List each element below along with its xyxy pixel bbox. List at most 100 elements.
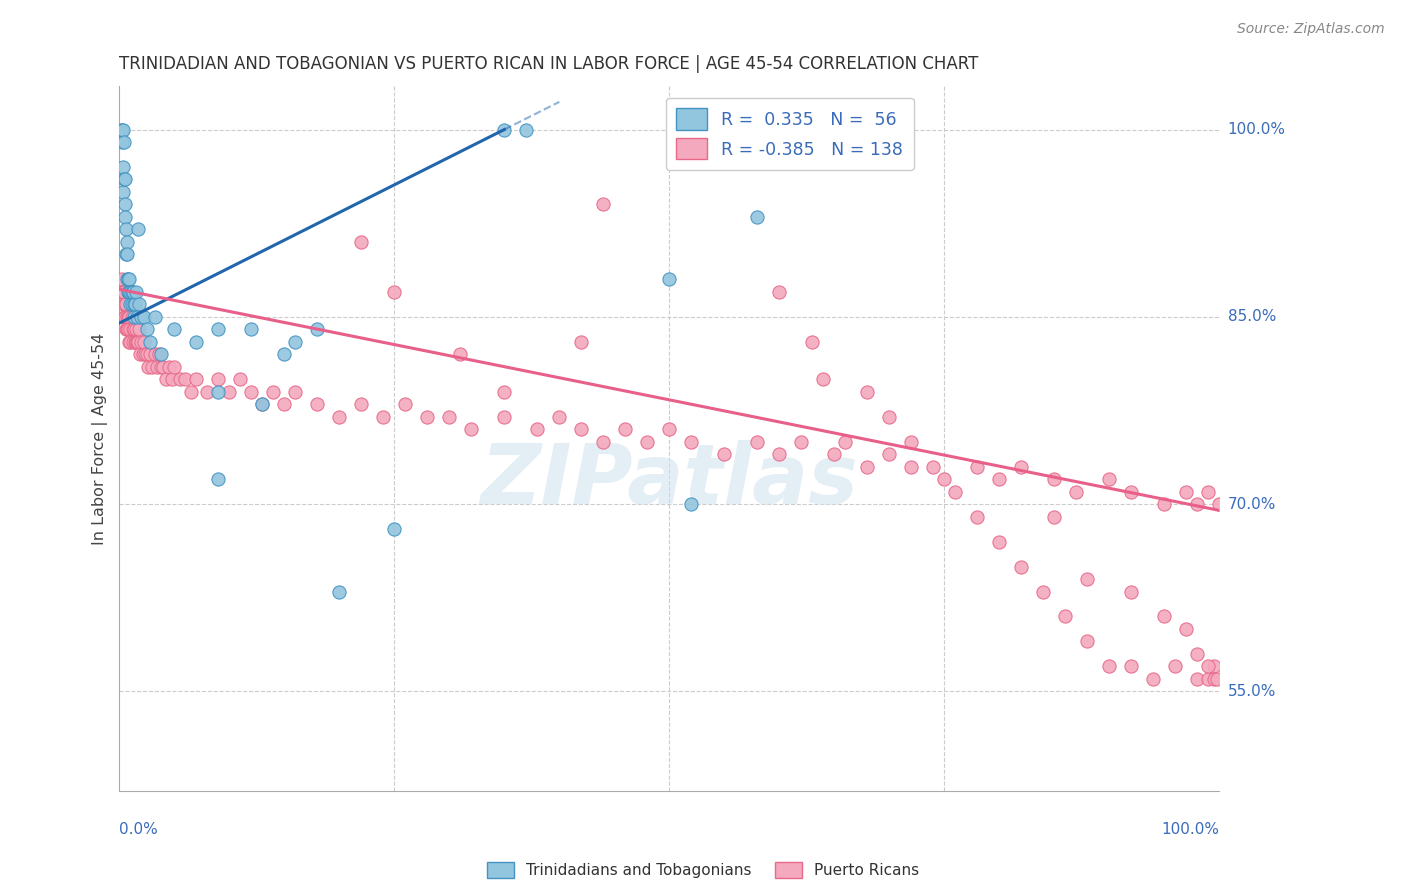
Point xyxy=(1142,672,1164,686)
Point xyxy=(143,310,166,324)
Point xyxy=(592,434,614,449)
Point xyxy=(966,509,988,524)
Point xyxy=(115,322,138,336)
Point xyxy=(1187,647,1209,661)
Point xyxy=(988,534,1011,549)
Point xyxy=(1197,484,1219,499)
Point xyxy=(569,334,592,349)
Text: 100.0%: 100.0% xyxy=(1161,822,1219,837)
Point xyxy=(115,272,138,286)
Point xyxy=(273,347,295,361)
Point xyxy=(1076,634,1098,648)
Point xyxy=(439,409,461,424)
Point xyxy=(128,297,150,311)
Point xyxy=(747,210,769,224)
Point xyxy=(1076,572,1098,586)
Point xyxy=(121,297,143,311)
Point xyxy=(1175,484,1198,499)
Point xyxy=(449,347,471,361)
Point xyxy=(207,384,229,399)
Point xyxy=(877,447,900,461)
Point xyxy=(1064,484,1087,499)
Point xyxy=(115,222,138,236)
Point xyxy=(125,322,148,336)
Point xyxy=(121,334,143,349)
Text: ZIPatlas: ZIPatlas xyxy=(481,441,858,522)
Point xyxy=(713,447,735,461)
Point xyxy=(350,235,373,249)
Point xyxy=(111,160,134,174)
Point xyxy=(124,297,146,311)
Point xyxy=(118,334,141,349)
Point xyxy=(207,472,229,486)
Point xyxy=(307,322,329,336)
Point xyxy=(110,122,132,136)
Point xyxy=(112,172,135,186)
Point xyxy=(186,334,208,349)
Point xyxy=(460,422,482,436)
Point xyxy=(115,235,138,249)
Point xyxy=(1164,659,1187,673)
Point xyxy=(127,222,149,236)
Text: 70.0%: 70.0% xyxy=(1227,497,1275,512)
Point xyxy=(124,334,146,349)
Point xyxy=(548,409,571,424)
Point xyxy=(163,322,186,336)
Point xyxy=(122,322,145,336)
Point xyxy=(1121,484,1143,499)
Point xyxy=(197,384,219,399)
Point xyxy=(658,422,681,436)
Point xyxy=(134,347,156,361)
Point xyxy=(131,310,153,324)
Point xyxy=(373,409,395,424)
Point xyxy=(1202,672,1225,686)
Point xyxy=(118,310,141,324)
Point xyxy=(350,397,373,411)
Point xyxy=(494,409,516,424)
Point xyxy=(768,447,790,461)
Point xyxy=(569,422,592,436)
Point xyxy=(111,285,134,299)
Point xyxy=(112,310,135,324)
Point xyxy=(823,447,845,461)
Text: 85.0%: 85.0% xyxy=(1227,310,1275,325)
Point xyxy=(157,359,180,374)
Point xyxy=(328,584,350,599)
Text: Source: ZipAtlas.com: Source: ZipAtlas.com xyxy=(1237,22,1385,37)
Point xyxy=(1197,672,1219,686)
Point xyxy=(129,347,152,361)
Point xyxy=(120,297,142,311)
Point xyxy=(1153,497,1175,511)
Point xyxy=(150,347,173,361)
Point xyxy=(122,310,145,324)
Point xyxy=(240,384,263,399)
Point xyxy=(117,310,139,324)
Point xyxy=(394,397,416,411)
Point xyxy=(111,297,134,311)
Point xyxy=(121,285,143,299)
Point xyxy=(229,372,252,386)
Point xyxy=(526,422,548,436)
Point xyxy=(1208,497,1230,511)
Point xyxy=(120,334,142,349)
Point xyxy=(1010,459,1032,474)
Point xyxy=(494,122,516,136)
Point xyxy=(614,422,637,436)
Point xyxy=(114,297,136,311)
Point xyxy=(943,484,966,499)
Point xyxy=(143,347,166,361)
Legend: R =  0.335   N =  56, R = -0.385   N = 138: R = 0.335 N = 56, R = -0.385 N = 138 xyxy=(666,98,914,169)
Point xyxy=(1206,672,1229,686)
Point xyxy=(148,347,170,361)
Point xyxy=(131,347,153,361)
Point xyxy=(1153,609,1175,624)
Point xyxy=(128,322,150,336)
Point xyxy=(307,397,329,411)
Point xyxy=(180,384,202,399)
Point xyxy=(801,334,824,349)
Text: 0.0%: 0.0% xyxy=(120,822,159,837)
Point xyxy=(132,310,155,324)
Point xyxy=(111,185,134,199)
Point xyxy=(131,334,153,349)
Point xyxy=(768,285,790,299)
